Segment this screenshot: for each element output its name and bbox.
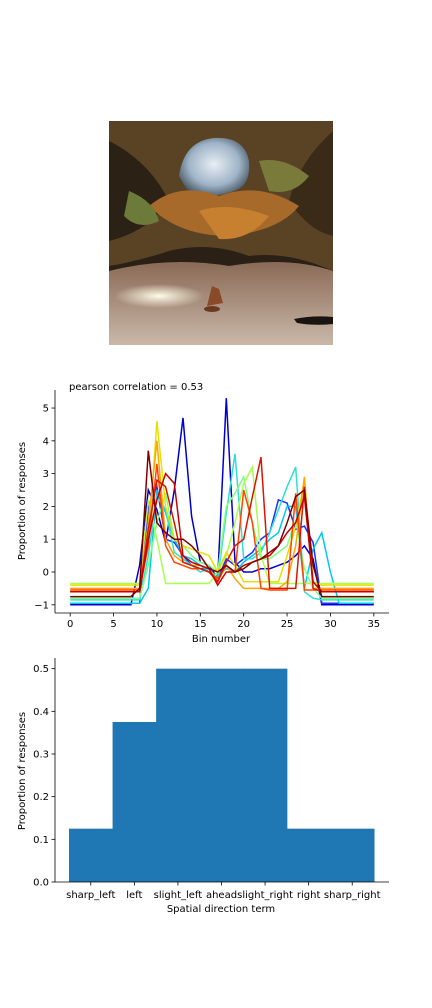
- x-tick-label: sharp_right: [324, 890, 381, 901]
- x-tick-label: right: [297, 890, 321, 901]
- x-tick-label: 5: [110, 619, 116, 630]
- series-line-7: [70, 440, 374, 590]
- x-tick-label: slight_left: [154, 890, 203, 901]
- bar-chart-bars: [69, 668, 375, 882]
- bar-chart-ylabel: Proportion of responses: [17, 712, 28, 830]
- x-tick-label: 15: [194, 619, 207, 630]
- line-chart: pearson correlation = 0.53 0 5 10 15 20 25 30 3…: [17, 382, 389, 645]
- y-tick-label: −1: [34, 600, 49, 611]
- bar-chart-xlabel: Spatial direction term: [167, 904, 275, 915]
- y-tick-label: 0.2: [33, 792, 49, 803]
- y-tick-label: 0.3: [33, 750, 49, 761]
- series-line-11: [70, 450, 374, 598]
- x-tick-label: 25: [281, 619, 294, 630]
- series-line-4: [70, 474, 374, 599]
- y-tick-label: 2: [43, 502, 49, 513]
- x-tick-label: sharp_left: [66, 890, 115, 901]
- bar-slight_right: [243, 668, 288, 882]
- bar-sharp_right: [330, 828, 375, 882]
- y-tick-label: 3: [43, 469, 49, 480]
- x-tick-label: 30: [324, 619, 337, 630]
- x-tick-label: 20: [237, 619, 250, 630]
- bar-right: [286, 828, 331, 882]
- y-tick-label: 5: [43, 404, 49, 415]
- y-tick-label: 1: [43, 535, 49, 546]
- bar-chart-axes: sharp_left left slight_left ahead slight_rig…: [33, 658, 389, 901]
- bar-left: [112, 722, 157, 882]
- x-tick-label: ahead: [206, 890, 237, 901]
- bar-chart: sharp_left left slight_left ahead slight_rig…: [17, 658, 389, 915]
- x-tick-label: 0: [67, 619, 73, 630]
- bar-sharp_left: [69, 828, 114, 882]
- x-tick-label: 35: [367, 619, 380, 630]
- y-tick-label: 0.1: [33, 835, 49, 846]
- series-line-10: [70, 472, 374, 593]
- y-tick-label: 0.0: [33, 878, 49, 889]
- bar-slight_left: [156, 668, 201, 882]
- series-line-6: [70, 421, 374, 586]
- x-tick-label: slight_right: [237, 890, 293, 901]
- line-chart-title: pearson correlation = 0.53: [69, 382, 203, 393]
- y-tick-label: 0.5: [33, 664, 49, 675]
- x-tick-label: left: [126, 890, 142, 901]
- line-chart-axes: 0 5 10 15 20 25 30 35 −1 0 1 2 3 4 5: [34, 390, 389, 630]
- y-tick-label: 0: [43, 568, 49, 579]
- line-chart-series-group: [70, 398, 374, 606]
- series-line-3: [70, 453, 374, 601]
- line-chart-ylabel: Proportion of responses: [17, 442, 28, 560]
- line-chart-xlabel: Bin number: [192, 634, 251, 645]
- cave-photo: [109, 121, 333, 345]
- x-tick-label: 10: [151, 619, 164, 630]
- bar-ahead: [199, 668, 244, 882]
- y-tick-label: 4: [43, 436, 49, 447]
- series-line-0: [70, 398, 374, 606]
- y-tick-label: 0.4: [33, 707, 49, 718]
